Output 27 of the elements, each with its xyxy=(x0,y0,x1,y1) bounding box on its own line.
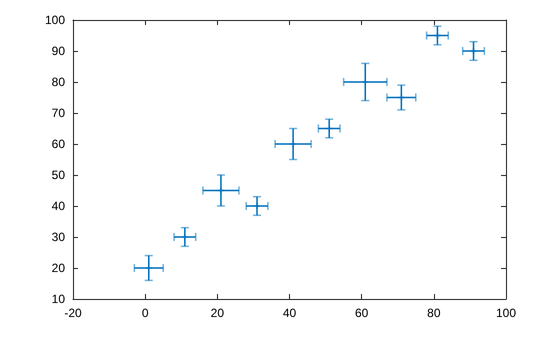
y-tick-label: 10 xyxy=(52,292,66,306)
y-tick-label: 40 xyxy=(52,199,66,213)
point xyxy=(470,47,478,55)
x-tick-label: 100 xyxy=(496,306,516,320)
x-tick-label: 60 xyxy=(354,306,369,320)
point xyxy=(398,94,406,102)
point xyxy=(253,202,261,210)
x-tick-label: -20 xyxy=(64,306,82,320)
y-tick-label: 50 xyxy=(52,168,66,182)
y-tick-label: 100 xyxy=(44,13,66,27)
y-tick-label: 90 xyxy=(52,44,66,58)
y-tick-label: 60 xyxy=(52,137,66,151)
x-tick-label: 0 xyxy=(142,306,149,320)
point xyxy=(217,186,225,194)
point xyxy=(289,140,297,148)
point xyxy=(434,32,442,40)
point xyxy=(181,233,189,241)
y-tick-label: 80 xyxy=(52,75,66,89)
y-tick-label: 30 xyxy=(52,230,66,244)
y-tick-label: 20 xyxy=(52,261,66,275)
point xyxy=(325,124,333,132)
x-tick-label: 40 xyxy=(282,306,296,320)
point xyxy=(145,264,153,272)
x-tick-label: 80 xyxy=(427,306,441,320)
point xyxy=(362,78,370,86)
y-tick-label: 70 xyxy=(52,106,66,120)
x-tick-label: 20 xyxy=(210,306,224,320)
